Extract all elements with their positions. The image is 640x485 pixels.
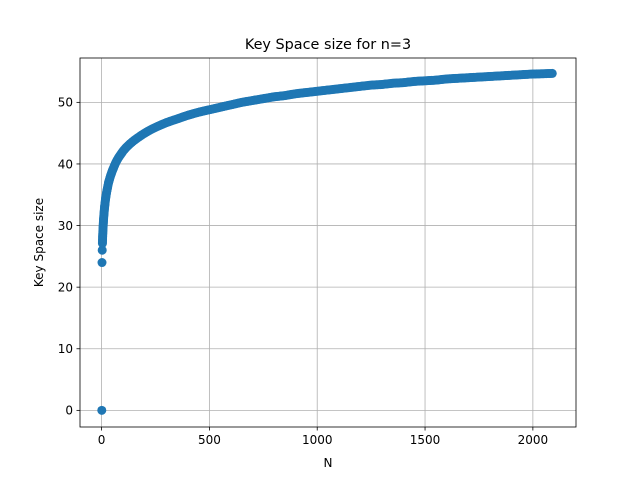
data-point	[97, 405, 107, 415]
x-tick-label: 0	[98, 433, 106, 447]
y-axis-label: Key Space size	[32, 198, 46, 287]
x-axis-label: N	[324, 456, 333, 470]
axis-ticks: 0 500 1000 1500 2000 0 10 20 30 40 50	[58, 96, 548, 447]
x-tick-label: 1500	[410, 433, 441, 447]
data-point	[97, 258, 107, 268]
y-tick-label: 0	[65, 404, 73, 418]
y-tick-label: 20	[58, 280, 73, 294]
chart-title: Key Space size for n=3	[245, 37, 411, 53]
x-tick-label: 500	[198, 433, 221, 447]
y-tick-label: 50	[58, 96, 73, 110]
data-points	[97, 68, 557, 415]
data-point	[547, 68, 557, 78]
x-tick-label: 1000	[302, 433, 333, 447]
data-point	[97, 245, 107, 255]
grid	[80, 58, 576, 427]
y-tick-label: 10	[58, 342, 73, 356]
y-tick-label: 30	[58, 219, 73, 233]
y-tick-label: 40	[58, 157, 73, 171]
plot-frame	[79, 57, 577, 428]
x-tick-label: 2000	[518, 433, 549, 447]
